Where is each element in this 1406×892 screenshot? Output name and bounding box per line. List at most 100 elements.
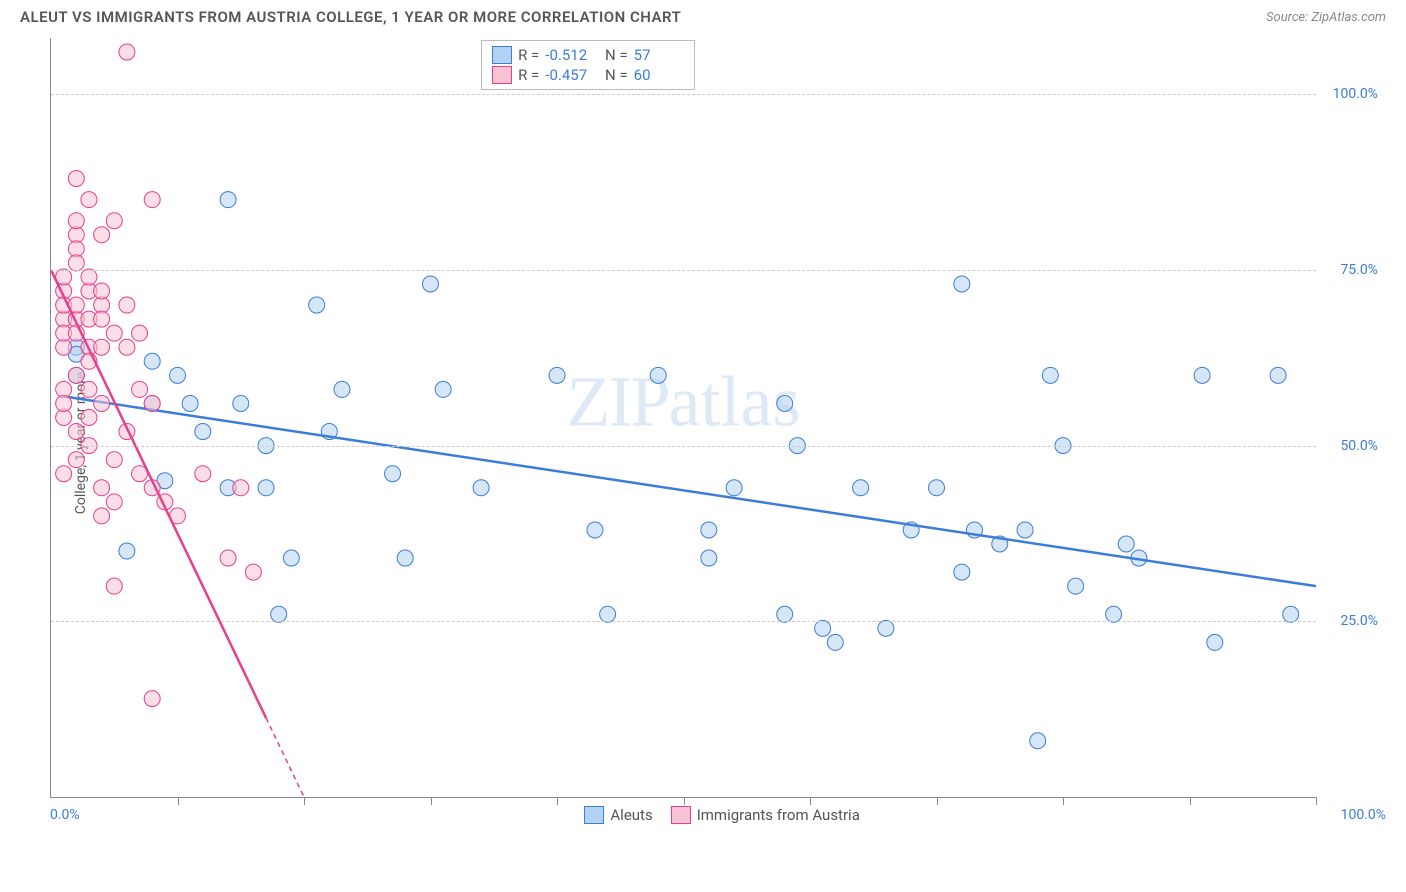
swatch-pink (492, 66, 512, 84)
data-point (1283, 606, 1299, 622)
gridline (51, 270, 1316, 271)
data-point (144, 691, 160, 707)
series-legend: Aleuts Immigrants from Austria (584, 806, 859, 824)
x-tick (431, 797, 432, 805)
x-start-label: 0.0% (50, 807, 80, 823)
data-point (94, 311, 110, 327)
data-point (878, 620, 894, 636)
data-point (954, 564, 970, 580)
chart-svg (51, 38, 1316, 797)
chart-header: ALEUT VS IMMIGRANTS FROM AUSTRIA COLLEGE… (0, 0, 1406, 30)
data-point (94, 395, 110, 411)
swatch-blue (492, 46, 512, 64)
data-point (170, 367, 186, 383)
data-point (587, 522, 603, 538)
data-point (56, 395, 72, 411)
legend-row-aleuts: R = -0.512 N = 57 (492, 45, 684, 65)
x-tick (557, 797, 558, 805)
data-point (1030, 733, 1046, 749)
x-tick (178, 797, 179, 805)
chart-title: ALEUT VS IMMIGRANTS FROM AUSTRIA COLLEGE… (20, 8, 681, 26)
data-point (233, 480, 249, 496)
data-point (106, 452, 122, 468)
data-point (827, 634, 843, 650)
data-point (1042, 367, 1058, 383)
data-point (1118, 536, 1134, 552)
data-point (68, 367, 84, 383)
x-tick (1063, 797, 1064, 805)
data-point (283, 550, 299, 566)
data-point (701, 522, 717, 538)
legend-label-aleuts: Aleuts (610, 806, 652, 824)
gridline (51, 446, 1316, 447)
gridline (51, 94, 1316, 95)
data-point (473, 480, 489, 496)
data-point (132, 381, 148, 397)
data-point (132, 325, 148, 341)
data-point (1017, 522, 1033, 538)
legend-row-austria: R = -0.457 N = 60 (492, 65, 684, 85)
data-point (119, 44, 135, 60)
data-point (94, 227, 110, 243)
legend-item-aleuts: Aleuts (584, 806, 652, 824)
data-point (94, 508, 110, 524)
swatch-blue (584, 806, 604, 824)
data-point (220, 192, 236, 208)
x-tick (937, 797, 938, 805)
r-value-austria: -0.457 (545, 66, 595, 84)
data-point (1106, 606, 1122, 622)
data-point (94, 339, 110, 355)
chart-container: College, 1 year or more ZIPatlas R = -0.… (50, 38, 1386, 848)
data-point (68, 255, 84, 271)
data-point (94, 480, 110, 496)
y-tick-label: 100.0% (1333, 86, 1378, 102)
data-point (1194, 367, 1210, 383)
data-point (144, 395, 160, 411)
data-point (94, 283, 110, 299)
data-point (182, 395, 198, 411)
data-point (777, 395, 793, 411)
legend-label-austria: Immigrants from Austria (697, 806, 860, 824)
r-value-aleuts: -0.512 (545, 46, 595, 64)
data-point (68, 452, 84, 468)
data-point (195, 424, 211, 440)
data-point (258, 480, 274, 496)
data-point (81, 410, 97, 426)
data-point (815, 620, 831, 636)
x-tick (304, 797, 305, 805)
data-point (650, 367, 666, 383)
swatch-pink (671, 806, 691, 824)
data-point (106, 213, 122, 229)
data-point (1068, 578, 1084, 594)
data-point (334, 381, 350, 397)
r-label: R = (518, 66, 539, 84)
legend-item-austria: Immigrants from Austria (671, 806, 860, 824)
data-point (385, 466, 401, 482)
data-point (68, 171, 84, 187)
data-point (777, 606, 793, 622)
data-point (220, 550, 236, 566)
n-value-austria: 60 (634, 66, 684, 84)
data-point (954, 276, 970, 292)
data-point (245, 564, 261, 580)
data-point (271, 606, 287, 622)
plot-area: ZIPatlas R = -0.512 N = 57 R = -0.457 N … (50, 38, 1316, 798)
trend-line (64, 396, 1316, 586)
data-point (119, 543, 135, 559)
data-point (853, 480, 869, 496)
data-point (81, 269, 97, 285)
data-point (233, 395, 249, 411)
data-point (81, 381, 97, 397)
x-tick (684, 797, 685, 805)
r-label: R = (518, 46, 539, 64)
data-point (195, 466, 211, 482)
data-point (81, 192, 97, 208)
x-end-label: 100.0% (1341, 807, 1386, 823)
data-point (929, 480, 945, 496)
y-tick-label: 25.0% (1340, 613, 1378, 629)
data-point (549, 367, 565, 383)
y-tick-label: 75.0% (1340, 262, 1378, 278)
data-point (600, 606, 616, 622)
data-point (56, 466, 72, 482)
data-point (106, 578, 122, 594)
